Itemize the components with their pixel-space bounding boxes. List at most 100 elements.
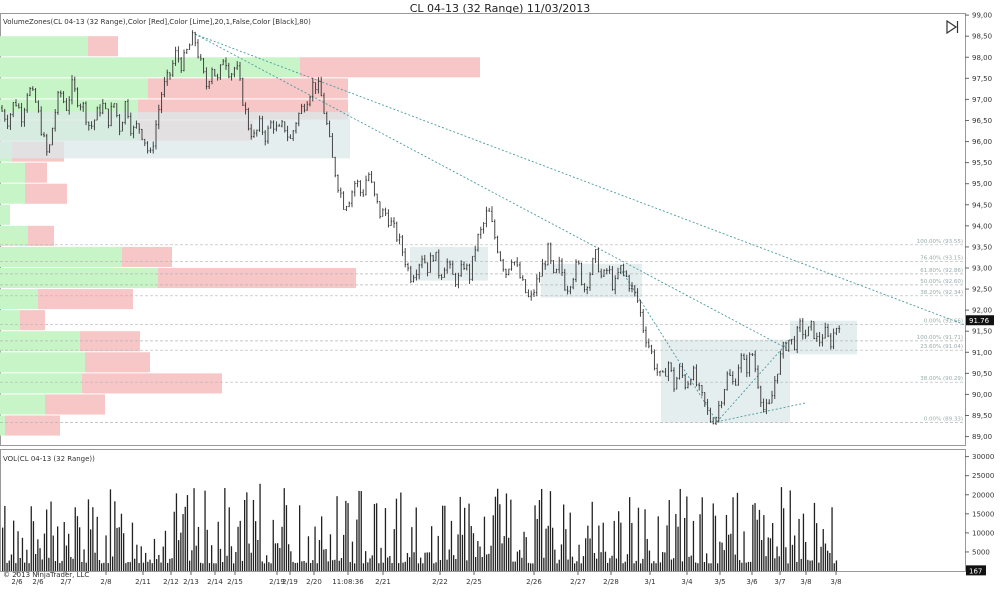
volume-bar xyxy=(585,538,587,571)
volume-bar xyxy=(48,557,50,571)
volume-bar xyxy=(332,560,334,571)
volume-bar xyxy=(127,561,129,571)
current-price-label: 91.76 xyxy=(969,317,990,325)
volume-bar xyxy=(219,548,222,571)
price-tick-label: 98,00 xyxy=(972,54,992,62)
volume-bar xyxy=(567,559,569,571)
volume-bar xyxy=(615,558,618,571)
volume-bar xyxy=(136,544,138,571)
volume-bar xyxy=(252,499,255,571)
volume-bar xyxy=(767,537,769,571)
price-tick-label: 95,50 xyxy=(972,159,992,167)
volume-bar xyxy=(409,557,411,571)
volume-bar xyxy=(796,561,798,571)
volume-bar xyxy=(37,539,39,571)
volume-zone-sell xyxy=(88,36,118,57)
volume-bar xyxy=(307,536,310,571)
volume-bar xyxy=(794,535,796,571)
volume-bar xyxy=(494,496,497,571)
volume-bar xyxy=(800,558,802,571)
volume-tick-label: 10000 xyxy=(972,529,994,537)
volume-plot-frame xyxy=(0,449,966,572)
volume-bar xyxy=(532,563,534,571)
volume-bar xyxy=(468,503,470,571)
volume-bar xyxy=(380,547,382,571)
volume-zone-buy xyxy=(0,162,25,183)
volume-bar xyxy=(571,556,574,571)
volume-bar xyxy=(54,560,57,571)
volume-bar xyxy=(525,537,527,571)
volume-bar xyxy=(695,562,697,571)
volume-bar xyxy=(563,504,565,571)
volume-zone-sell xyxy=(5,415,60,436)
volume-bar xyxy=(226,555,228,571)
volume-bar xyxy=(120,513,123,571)
volume-bar xyxy=(486,554,488,571)
volume-bar xyxy=(158,554,160,571)
volume-bar xyxy=(13,520,15,571)
play-icon[interactable] xyxy=(946,19,959,35)
volume-bar xyxy=(72,558,74,571)
current-volume-marker xyxy=(966,565,986,576)
volume-bar xyxy=(411,527,413,571)
volume-bar xyxy=(763,515,765,571)
volume-bar xyxy=(818,562,820,571)
price-tick-label: 96,50 xyxy=(972,117,992,125)
volume-bar xyxy=(402,562,404,571)
volume-bar xyxy=(787,563,789,571)
volume-bar xyxy=(574,563,576,571)
volume-bar xyxy=(444,505,446,571)
volume-bar xyxy=(222,562,224,571)
volume-bar xyxy=(334,559,336,571)
volume-bar xyxy=(323,549,325,571)
volume-bar xyxy=(699,514,701,571)
date-tick-label: 3/6 xyxy=(746,578,758,586)
volume-bar xyxy=(228,507,230,571)
volume-bar xyxy=(59,563,61,571)
volume-bar xyxy=(149,559,151,571)
volume-bar xyxy=(604,551,607,571)
volume-bar xyxy=(191,550,193,571)
volume-bar xyxy=(457,534,459,571)
volume-bar xyxy=(670,559,673,571)
volume-bar xyxy=(305,562,307,571)
volume-bar xyxy=(730,533,732,571)
volume-bar xyxy=(422,563,424,571)
consolidation-box xyxy=(790,320,857,355)
date-tick-label: 2/13 xyxy=(183,578,199,586)
volume-bar xyxy=(310,563,312,571)
volume-bar xyxy=(415,507,417,571)
volume-bar xyxy=(356,519,358,571)
volume-zone-sell xyxy=(122,246,172,267)
volume-bar xyxy=(360,491,362,571)
volume-bar xyxy=(413,552,415,571)
volume-bar xyxy=(626,554,629,571)
volume-bar xyxy=(805,541,807,571)
volume-bar xyxy=(554,549,556,571)
fib-level-label: 0.00% (89.33) xyxy=(924,417,963,423)
volume-bar xyxy=(85,562,87,571)
volume-bar xyxy=(692,520,695,571)
volume-bar xyxy=(343,534,345,571)
volume-bar xyxy=(57,526,59,571)
volume-bar xyxy=(681,561,684,571)
volume-bar xyxy=(739,560,741,571)
volume-zone-sell xyxy=(25,183,67,204)
copyright: © 2013 NinjaTrader, LLC xyxy=(3,571,90,579)
volume-bar xyxy=(754,503,756,571)
date-tick-label: 2/19 xyxy=(282,578,298,586)
volume-bar xyxy=(723,550,725,571)
volume-bar xyxy=(631,522,633,571)
volume-bar xyxy=(169,558,171,571)
volume-bar xyxy=(714,515,717,571)
volume-zone-buy xyxy=(0,373,82,394)
volume-bar xyxy=(556,563,558,571)
volume-bar xyxy=(224,488,226,571)
date-tick-label: 2/8 xyxy=(100,578,111,586)
volume-bar xyxy=(791,544,794,571)
volume-bar xyxy=(118,527,120,571)
volume-bar xyxy=(607,562,609,571)
volume-bar xyxy=(426,552,428,571)
volume-bar xyxy=(710,563,712,571)
